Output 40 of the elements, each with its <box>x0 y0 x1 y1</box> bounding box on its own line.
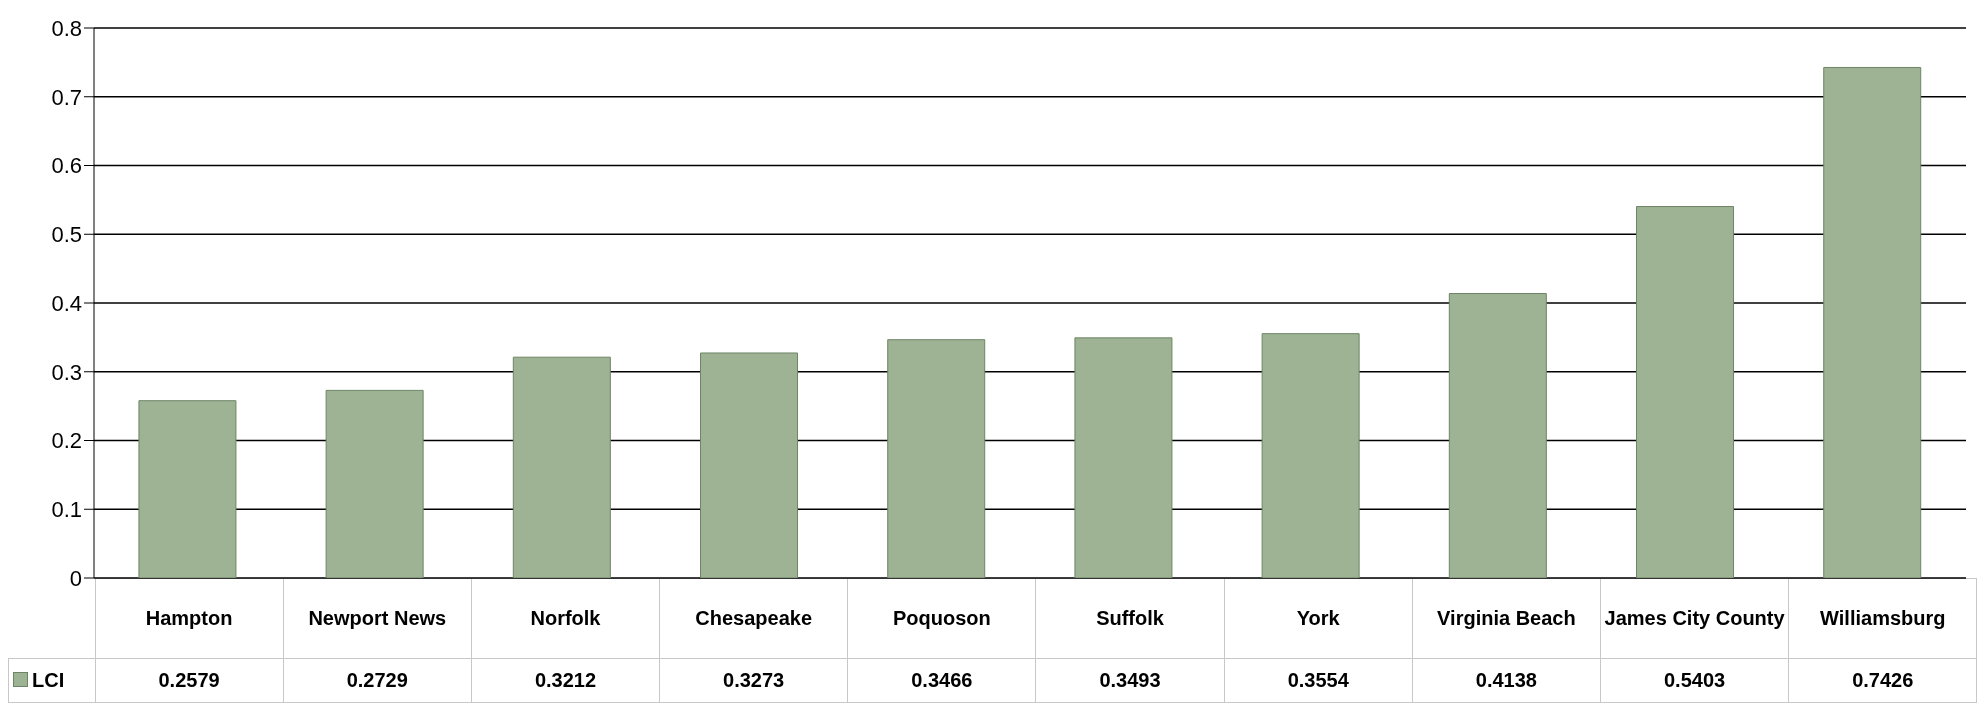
x-tick-label: Chesapeake <box>659 578 848 659</box>
data-label: 0.3273 <box>659 658 848 703</box>
y-tick-label: 0.7 <box>51 84 82 110</box>
y-tick-label: 0 <box>69 565 82 591</box>
bar <box>887 339 986 578</box>
bar <box>512 356 611 578</box>
data-label: 0.3493 <box>1035 658 1225 703</box>
data-label: 0.2729 <box>283 658 472 703</box>
bar <box>700 352 799 578</box>
y-tick-label: 0.5 <box>51 222 82 248</box>
x-tick-label: Norfolk <box>471 578 660 659</box>
data-label: 0.7426 <box>1788 658 1977 703</box>
x-tick-label: Poquoson <box>847 578 1036 659</box>
data-label: 0.5403 <box>1600 658 1789 703</box>
y-tick-label: 0.2 <box>51 428 82 454</box>
x-tick-label: Suffolk <box>1035 578 1225 659</box>
y-tick-label: 0.4 <box>51 290 82 316</box>
y-tick-label: 0.6 <box>51 153 82 179</box>
data-label: 0.3554 <box>1224 658 1413 703</box>
x-tick-label: Virginia Beach <box>1412 578 1601 659</box>
bar <box>325 389 424 578</box>
x-tick-label: Williamsburg <box>1788 578 1977 659</box>
x-tick-label: York <box>1224 578 1413 659</box>
y-tick-label: 0.3 <box>51 359 82 385</box>
data-label: 0.3466 <box>847 658 1036 703</box>
bar <box>1448 293 1547 578</box>
bar <box>1636 206 1735 578</box>
legend-label: LCI <box>31 669 65 691</box>
data-label: 0.4138 <box>1412 658 1601 703</box>
x-tick-label: Hampton <box>95 578 284 659</box>
x-tick-label: James City County <box>1600 578 1789 659</box>
x-tick-label: Newport News <box>283 578 472 659</box>
bar <box>1823 66 1922 578</box>
y-tick-label: 0.1 <box>51 497 82 523</box>
bar <box>138 400 237 578</box>
bar <box>1261 333 1360 578</box>
data-label: 0.3212 <box>471 658 660 703</box>
bar <box>1074 337 1173 578</box>
data-label: 0.2579 <box>95 658 284 703</box>
y-tick-label: 0.8 <box>51 15 82 41</box>
